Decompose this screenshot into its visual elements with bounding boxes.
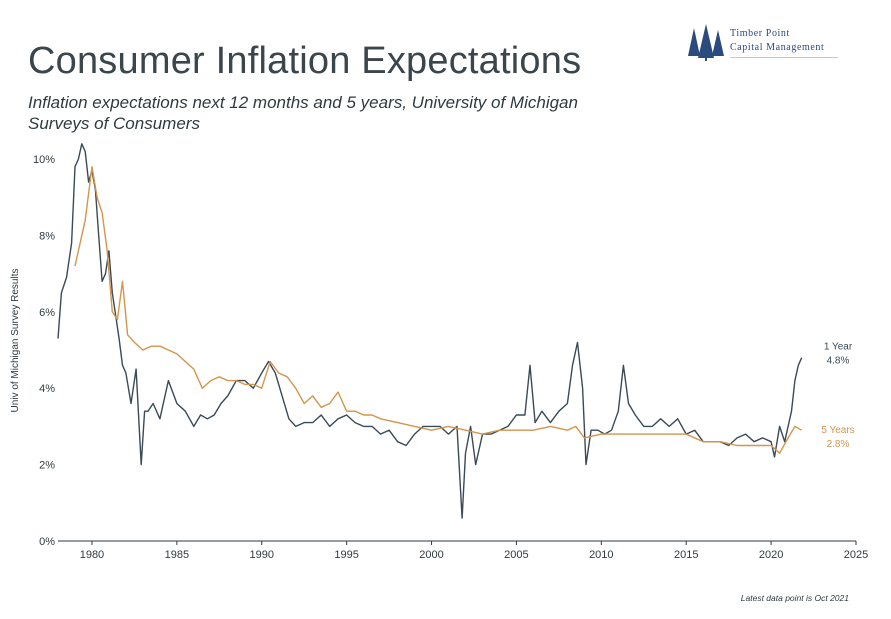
series-lines <box>57 143 803 519</box>
pine-trees-icon <box>688 24 724 61</box>
series-value-label: 4.8% <box>827 356 850 367</box>
logo-text-line2: Capital Management <box>730 42 825 53</box>
series-name-label: 1 Year <box>824 342 853 353</box>
company-logo: Timber Point Capital Management <box>684 20 844 64</box>
chart-title: Consumer Inflation Expectations <box>28 40 582 82</box>
y-tick-label: 8% <box>39 230 55 242</box>
series-name-label: 5 Years <box>821 425 854 436</box>
series-value-label: 2.8% <box>827 439 850 450</box>
x-tick-label: 2025 <box>844 549 868 561</box>
x-tick-label: 2015 <box>674 549 698 561</box>
chart-subtitle: Inflation expectations next 12 months an… <box>28 93 578 133</box>
y-axis-label: Univ of Michigan Survey Results <box>10 269 21 413</box>
logo-text-line1: Timber Point <box>730 28 790 39</box>
x-tick-label: 1985 <box>165 549 189 561</box>
x-tick-label: 1990 <box>250 549 274 561</box>
x-tick-label: 2020 <box>759 549 783 561</box>
x-tick-label: 1980 <box>80 549 104 561</box>
axes: 1980 1985 1990 1995 2000 2005 2010 2015 2020 2025… <box>33 154 868 561</box>
y-axis-label-group: Univ of Michigan Survey Results <box>10 269 21 413</box>
y-tick-label: 6% <box>39 307 55 319</box>
series-line-1-year <box>57 143 803 519</box>
y-tick-label: 10% <box>33 154 55 166</box>
x-tick-label: 2010 <box>589 549 613 561</box>
y-tick-label: 4% <box>39 383 55 395</box>
x-tick-label: 2005 <box>504 549 528 561</box>
series-line-5-years <box>74 165 803 454</box>
y-tick-label: 0% <box>39 536 55 548</box>
x-tick-label: 1995 <box>334 549 358 561</box>
footnote: Latest data point is Oct 2021 <box>740 593 849 603</box>
end-labels: 1 Year 4.8% 5 Years 2.8% <box>821 342 854 451</box>
y-tick-label: 2% <box>39 460 55 472</box>
logo-rule <box>730 57 838 58</box>
x-tick-label: 2000 <box>419 549 443 561</box>
